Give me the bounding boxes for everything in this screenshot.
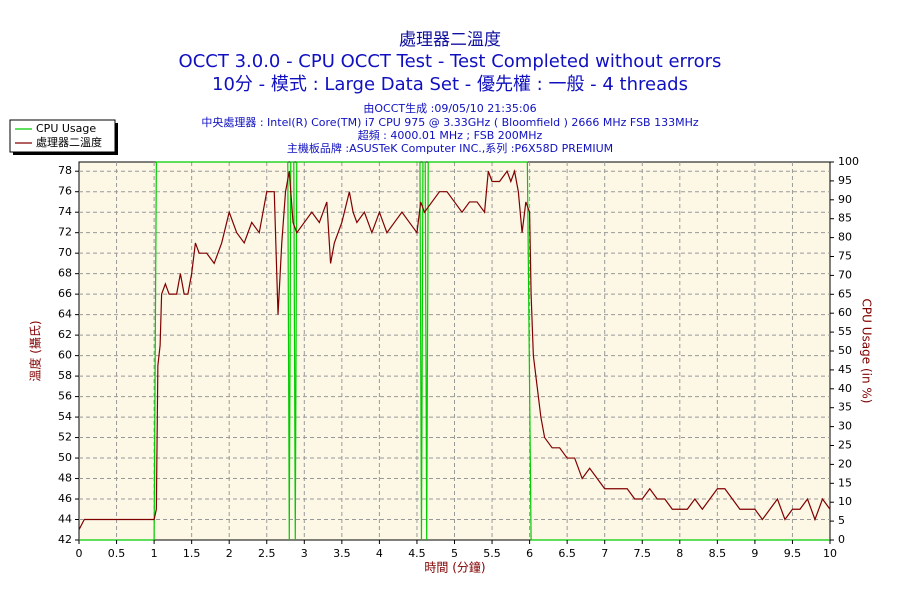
y-tick-label: 66 xyxy=(58,287,72,300)
info-line: 主機板品牌 :ASUSTeK Computer INC.,系列 :P6X58D … xyxy=(287,141,613,155)
y-tick-label: 74 xyxy=(58,205,72,218)
y-tick-label: 68 xyxy=(58,267,72,280)
x-tick-label: 7 xyxy=(601,547,608,560)
y2-tick-label: 5 xyxy=(838,514,845,527)
info-line: 中央處理器 : Intel(R) Core(TM) i7 CPU 975 @ 3… xyxy=(201,115,699,129)
x-tick-label: 3.5 xyxy=(333,547,351,560)
series-line xyxy=(79,161,830,541)
y2-tick-label: 75 xyxy=(838,250,852,263)
y-tick-label: 58 xyxy=(58,369,72,382)
y-tick-label: 76 xyxy=(58,185,72,198)
x-tick-label: 1.5 xyxy=(183,547,201,560)
y-tick-label: 44 xyxy=(58,513,72,526)
x-tick-label: 9 xyxy=(751,547,758,560)
legend-box xyxy=(9,119,116,153)
y-tick-label: 60 xyxy=(58,349,72,362)
y-tick-label: 64 xyxy=(58,308,72,321)
lines xyxy=(79,161,831,541)
y2-tick-label: 15 xyxy=(838,476,852,489)
y2-tick-label: 65 xyxy=(838,287,852,300)
y-tick-label: 62 xyxy=(58,328,72,341)
y2-tick-label: 0 xyxy=(838,533,845,546)
x-tick-label: 6 xyxy=(526,547,533,560)
chart-subtitle: OCCT 3.0.0 - CPU OCCT Test - Test Comple… xyxy=(179,51,722,72)
x-tick-label: 2.5 xyxy=(258,547,276,560)
y-tick-label: 54 xyxy=(58,410,72,423)
y2-axis-label: CPU Usage (in %) xyxy=(860,299,874,404)
info-line: 由OCCT生成 :09/05/10 21:35:06 xyxy=(363,101,536,115)
y2-tick-label: 100 xyxy=(838,155,859,168)
y2-tick-label: 60 xyxy=(838,306,852,319)
info-line: 超頻 : 4000.01 MHz ; FSB 200MHz xyxy=(358,128,543,142)
x-tick-label: 5.5 xyxy=(483,547,501,560)
y2-tick-label: 45 xyxy=(838,363,852,376)
series-line xyxy=(79,168,831,531)
y2-tick-label: 95 xyxy=(838,174,852,187)
y2-tick-label: 55 xyxy=(838,325,852,338)
x-tick-label: 9.5 xyxy=(784,547,802,560)
y-tick-label: 46 xyxy=(58,492,72,505)
y2-tick-label: 10 xyxy=(838,495,852,508)
x-axis-label: 時間 (分鐘) xyxy=(424,560,485,575)
x-tick-label: 0 xyxy=(76,547,83,560)
x-tick-label: 10 xyxy=(823,547,837,560)
y2-tick-label: 20 xyxy=(838,457,852,470)
x-tick-label: 3 xyxy=(301,547,308,560)
y-tick-label: 50 xyxy=(58,451,72,464)
y-tick-label: 52 xyxy=(58,431,72,444)
y2-tick-label: 85 xyxy=(838,212,852,225)
y2-tick-label: 30 xyxy=(838,420,852,433)
x-tick-label: 0.5 xyxy=(108,547,126,560)
y2-tick-label: 70 xyxy=(838,268,852,281)
chart-title: 處理器二溫度 xyxy=(399,30,501,50)
y-tick-label: 78 xyxy=(58,164,72,177)
chart-subtitle: 10分 - 模式 : Large Data Set - 優先權 : 一般 - 4… xyxy=(212,74,688,95)
y-tick-label: 42 xyxy=(58,533,72,546)
x-tick-label: 5 xyxy=(451,547,458,560)
y2-tick-label: 35 xyxy=(838,401,852,414)
y-tick-label: 48 xyxy=(58,472,72,485)
y2-tick-label: 25 xyxy=(838,439,852,452)
y-tick-label: 56 xyxy=(58,390,72,403)
x-tick-label: 7.5 xyxy=(634,547,652,560)
y-tick-label: 70 xyxy=(58,246,72,259)
y2-tick-label: 50 xyxy=(838,344,852,357)
legend-label: 處理器二溫度 xyxy=(36,135,102,149)
x-tick-label: 2 xyxy=(226,547,233,560)
grid xyxy=(79,162,830,540)
x-tick-label: 8.5 xyxy=(709,547,727,560)
y2-tick-label: 40 xyxy=(838,382,852,395)
y2-tick-label: 90 xyxy=(838,193,852,206)
y2-tick-label: 80 xyxy=(838,231,852,244)
y-tick-label: 72 xyxy=(58,226,72,239)
x-tick-label: 4 xyxy=(376,547,383,560)
y-axis-label: 溫度 (攝氏) xyxy=(28,320,43,381)
x-tick-label: 8 xyxy=(676,547,683,560)
x-tick-label: 6.5 xyxy=(558,547,576,560)
x-tick-label: 1 xyxy=(151,547,158,560)
x-tick-label: 4.5 xyxy=(408,547,426,560)
legend-label: CPU Usage xyxy=(36,122,96,135)
